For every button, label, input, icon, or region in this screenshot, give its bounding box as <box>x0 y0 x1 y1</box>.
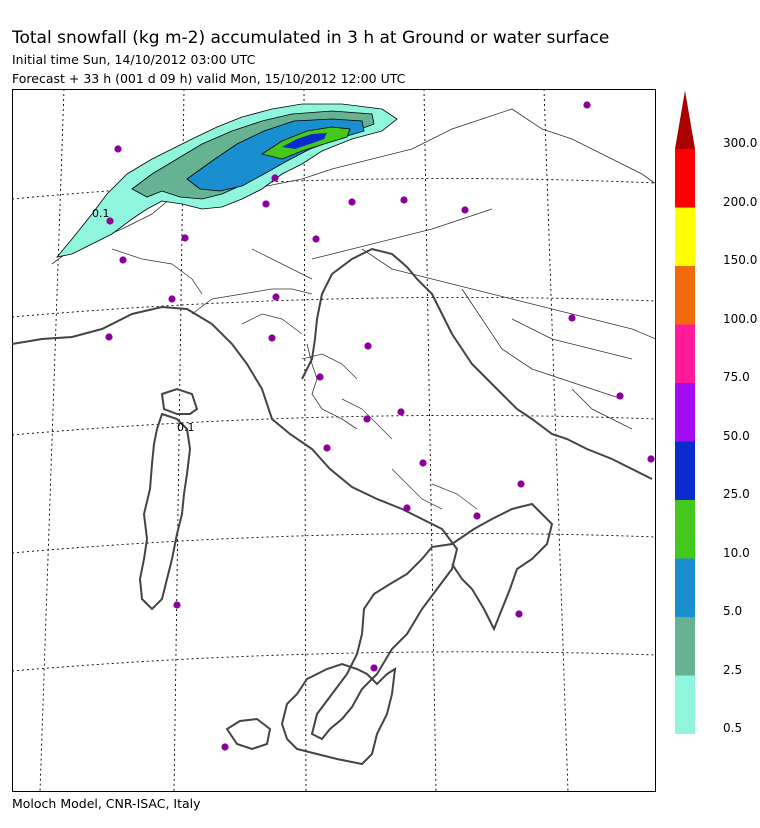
city-marker <box>363 415 371 423</box>
city-marker <box>221 743 229 751</box>
snowfall-map: 0.1 0.1 <box>12 89 656 792</box>
legend-level-label: 150.0 <box>723 253 758 267</box>
city-marker <box>173 601 181 609</box>
city-marker <box>114 145 122 153</box>
legend-level-label: 300.0 <box>723 136 758 150</box>
city-marker <box>515 610 523 618</box>
city-marker <box>568 314 576 322</box>
city-marker <box>268 334 276 342</box>
legend-color-box <box>675 324 695 383</box>
city-marker <box>397 408 405 416</box>
legend-level-label: 5.0 <box>723 604 743 618</box>
coastline <box>12 247 653 766</box>
city-marker <box>272 293 280 301</box>
legend-level-label: 2.5 <box>723 662 743 677</box>
city-marker <box>473 512 481 520</box>
legend-color-box <box>675 500 695 559</box>
legend-level-label: 0.5 <box>723 721 743 735</box>
legend-level-label: 200.0 <box>723 194 758 209</box>
legend-color-arrow <box>675 90 695 149</box>
legend-color-box <box>675 266 695 325</box>
city-marker <box>364 342 372 350</box>
region-borders <box>111 248 478 510</box>
city-marker <box>105 333 113 341</box>
legend-color-box <box>675 617 695 676</box>
legend-color-box <box>675 149 695 208</box>
city-marker <box>461 206 469 214</box>
legend-level-label: 10.0 <box>723 545 750 560</box>
contour-label: 0.1 <box>177 421 195 434</box>
model-credit: Moloch Model, CNR-ISAC, Italy <box>12 796 201 811</box>
legend-color-box <box>675 675 695 734</box>
city-marker <box>348 198 356 206</box>
legend-level-label: 50.0 <box>723 428 750 443</box>
city-marker <box>616 392 624 400</box>
initial-time-label: Initial time Sun, 14/10/2012 03:00 UTC <box>12 52 256 67</box>
legend-level-label: 75.0 <box>723 370 750 384</box>
city-marker <box>312 235 320 243</box>
legend-color-box <box>675 207 695 266</box>
legend-color-box <box>675 441 695 500</box>
city-marker <box>323 444 331 452</box>
contour-label: 0.1 <box>92 207 110 220</box>
legend-level-label: 25.0 <box>723 487 750 501</box>
city-marker <box>647 455 655 463</box>
map-title: Total snowfall (kg m-2) accumulated in 3… <box>12 28 610 48</box>
city-marker <box>419 459 427 467</box>
city-marker <box>316 373 324 381</box>
legend-level-label: 100.0 <box>723 311 758 326</box>
legend-color-box <box>675 558 695 617</box>
legend-color-box <box>675 383 695 442</box>
city-marker <box>583 101 591 109</box>
city-marker <box>119 256 127 264</box>
color-scale-legend <box>675 90 695 734</box>
city-marker <box>106 217 114 225</box>
graticule <box>12 89 656 792</box>
city-marker <box>370 664 378 672</box>
national-borders <box>51 108 656 430</box>
forecast-valid-label: Forecast + 33 h (001 d 09 h) valid Mon, … <box>12 71 406 86</box>
city-markers <box>105 101 655 751</box>
city-marker <box>262 200 270 208</box>
city-marker <box>517 480 525 488</box>
city-marker <box>400 196 408 204</box>
snowfall-fields <box>55 103 398 258</box>
city-marker <box>271 174 279 182</box>
city-marker <box>403 504 411 512</box>
city-marker <box>168 295 176 303</box>
legend-boxes <box>675 90 695 734</box>
city-marker <box>181 234 189 242</box>
